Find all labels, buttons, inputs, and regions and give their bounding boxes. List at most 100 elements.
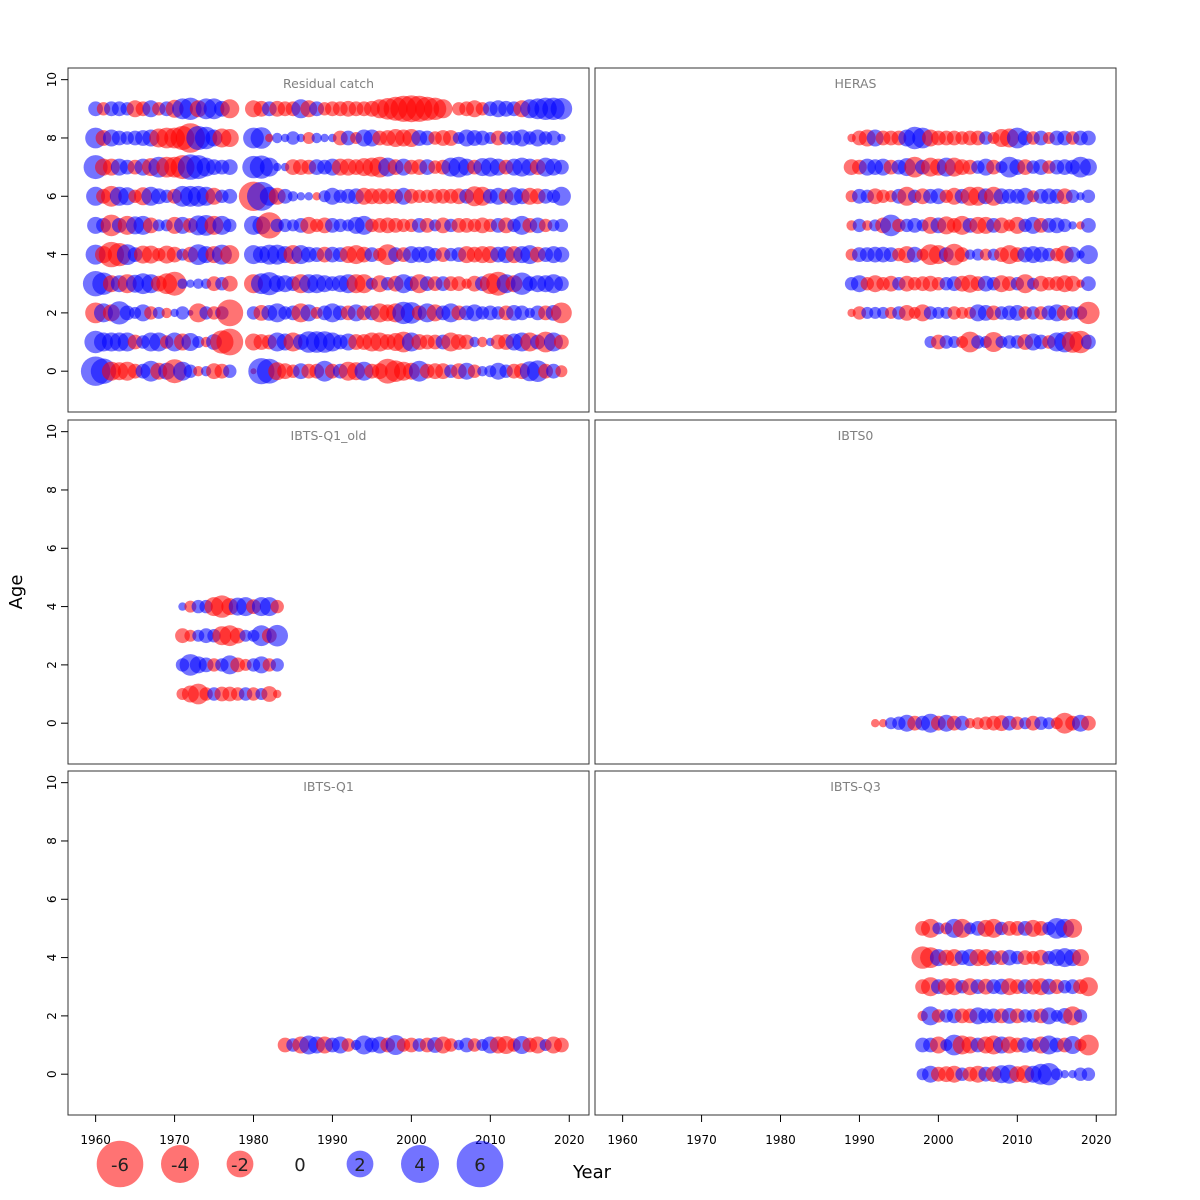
- residual-bubble: [954, 715, 970, 731]
- residual-bubble: [1064, 275, 1081, 292]
- x-tick-label: 2010: [1002, 1133, 1033, 1147]
- residual-bubble: [193, 278, 204, 289]
- residual-bubble: [270, 599, 284, 614]
- panel-0: Residual catch 0 2 4 6 8 10: [45, 67, 590, 413]
- y-axis-title: Age: [6, 575, 27, 610]
- residual-bubble: [261, 686, 278, 702]
- residual-bubble: [259, 157, 279, 177]
- residual-bubble: [1078, 977, 1098, 997]
- x-tick-label: 2020: [554, 1133, 585, 1147]
- legend-label: -6: [111, 1155, 129, 1176]
- residual-bubble: [177, 278, 188, 289]
- residual-bubble: [469, 336, 480, 348]
- panel-title: IBTS-Q3: [830, 779, 881, 794]
- residual-bubble: [273, 162, 282, 172]
- residual-bubble: [266, 624, 289, 647]
- legend-label: 0: [294, 1155, 305, 1176]
- residual-bubble: [554, 159, 569, 175]
- residual-bubble: [220, 245, 240, 265]
- residual-bubble: [161, 307, 172, 319]
- residual-bubble: [1072, 949, 1089, 967]
- legend-bubble: [96, 1140, 144, 1188]
- y-tick-label: 0: [45, 367, 59, 375]
- x-tick-label: 2000: [396, 1133, 427, 1147]
- y-tick-label: 8: [45, 486, 59, 494]
- residual-bubble: [152, 306, 165, 319]
- residual-bubble: [1078, 1034, 1099, 1056]
- residual-bubble: [1081, 130, 1096, 146]
- legend-bubble: [161, 1145, 199, 1183]
- residual-bubble: [553, 246, 570, 263]
- residual-bubble: [162, 271, 187, 296]
- x-tick-label: 1960: [607, 1133, 638, 1147]
- residual-bubble: [1079, 158, 1097, 176]
- residual-bubble: [221, 159, 238, 176]
- residual-bubble: [1050, 1068, 1063, 1081]
- residual-bubble: [183, 364, 198, 378]
- residual-bubble: [1078, 245, 1098, 265]
- residual-bubble: [1081, 1067, 1096, 1081]
- residual-bubble: [311, 132, 322, 144]
- residual-bubble: [1037, 1063, 1061, 1086]
- residual-bubble: [554, 218, 569, 233]
- panel-frame: [67, 770, 590, 1116]
- residual-bubble: [312, 192, 321, 201]
- residual-bubble: [878, 719, 888, 728]
- x-tick-label: 1970: [686, 1133, 717, 1147]
- panel-1: HERAS: [594, 67, 1117, 413]
- panel-title: Residual catch: [283, 76, 374, 91]
- y-tick-label: 10: [45, 775, 59, 790]
- residual-bubble: [871, 719, 880, 728]
- y-tick-label: 2: [45, 309, 59, 317]
- residual-bubble: [1063, 918, 1083, 938]
- residual-bubble: [192, 336, 205, 348]
- residual-bubble: [223, 218, 237, 233]
- panel-3: IBTS0: [594, 419, 1117, 765]
- residual-bubble: [1064, 246, 1081, 263]
- residual-bubble: [1058, 218, 1072, 233]
- residual-bubble: [444, 1038, 458, 1052]
- legend-label: 2: [354, 1155, 365, 1176]
- residual-bubble: [265, 133, 274, 143]
- residual-bubble: [175, 306, 190, 320]
- y-tick-label: 8: [45, 134, 59, 142]
- panel-frame: [67, 419, 590, 765]
- y-tick-label: 4: [45, 603, 59, 611]
- residual-bubble: [178, 602, 187, 611]
- x-tick-label: 2000: [923, 1133, 954, 1147]
- x-axis-title: Year: [572, 1162, 612, 1183]
- residual-bubble: [554, 1037, 569, 1053]
- residual-bubble: [551, 302, 572, 324]
- residual-bubble: [1060, 1070, 1069, 1079]
- x-tick-label: 1970: [159, 1133, 190, 1147]
- residual-bubble: [555, 365, 568, 378]
- panel-frame: [594, 419, 1117, 765]
- y-tick-label: 0: [45, 719, 59, 727]
- legend-label: 6: [474, 1155, 485, 1176]
- residual-bubble: [286, 131, 300, 145]
- y-tick-label: 10: [45, 72, 59, 87]
- panel-title: IBTS0: [838, 428, 874, 443]
- residual-bubble: [216, 299, 244, 327]
- residual-bubble: [220, 129, 239, 147]
- residual-bubble: [341, 1038, 355, 1052]
- y-tick-label: 6: [45, 895, 59, 903]
- residual-bubble: [223, 364, 237, 378]
- legend-label: 4: [414, 1155, 425, 1176]
- legend-label: -4: [171, 1155, 189, 1176]
- residual-bubble: [852, 218, 867, 233]
- y-tick-label: 8: [45, 837, 59, 845]
- residual-bubble: [557, 133, 566, 143]
- y-tick-label: 2: [45, 661, 59, 669]
- residual-bubble: [550, 98, 573, 120]
- residual-bubble: [459, 334, 474, 350]
- panel-title: IBTS-Q1: [303, 779, 354, 794]
- residual-bubble: [302, 132, 315, 144]
- legend-bubble: [346, 1150, 374, 1178]
- residual-bubble: [477, 336, 488, 348]
- legend-label: -2: [231, 1155, 249, 1176]
- residual-bubble: [296, 192, 306, 201]
- y-tick-label: 2: [45, 1012, 59, 1020]
